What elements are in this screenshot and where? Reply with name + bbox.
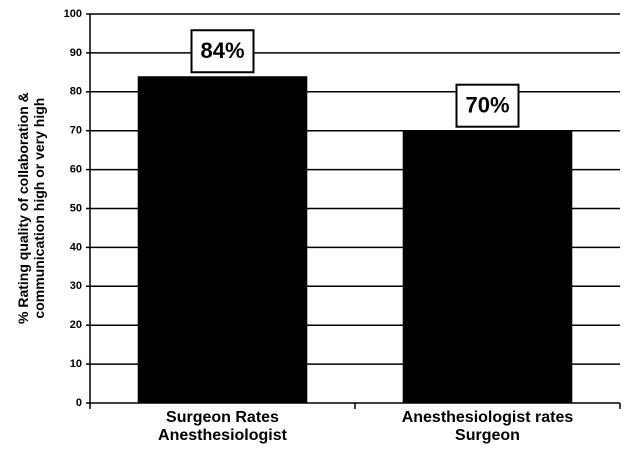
value-label-box [190, 29, 255, 74]
value-label: 70% [465, 93, 509, 118]
y-tick-label: 80 [70, 86, 82, 98]
bar [402, 130, 573, 403]
y-tick-label: 20 [70, 319, 82, 331]
y-tick-label: 30 [70, 280, 82, 292]
y-tick-label: 0 [76, 397, 82, 409]
y-tick-label: 40 [70, 241, 82, 253]
x-tick-label: Anesthesiologist rates Surgeon [401, 409, 574, 445]
y-tick-label: 70 [70, 125, 82, 137]
y-tick-label: 100 [64, 8, 82, 20]
y-tick-label: 60 [70, 164, 82, 176]
y-axis-label: % Rating quality of collaboration & comm… [14, 92, 47, 324]
y-tick-label: 90 [70, 47, 82, 59]
value-label: 84% [200, 38, 244, 63]
bar [137, 76, 308, 404]
y-tick-label: 10 [70, 358, 82, 370]
y-tick-label: 50 [70, 202, 82, 214]
value-label-box [455, 83, 520, 128]
x-tick-label: Surgeon Rates Anesthesiologist [158, 409, 287, 445]
